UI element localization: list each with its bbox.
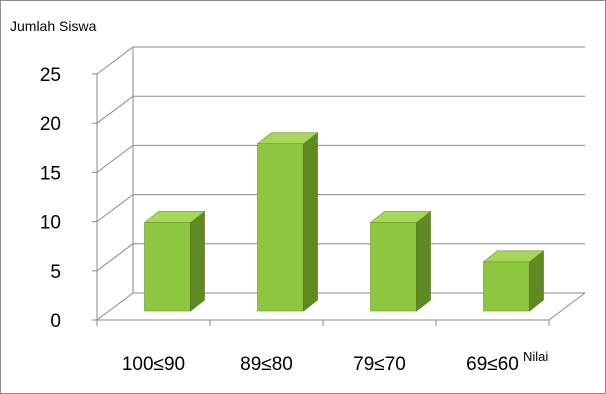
y-tick-label: 5 (50, 262, 61, 283)
y-axis-title: Jumlah Siswa (10, 18, 97, 34)
bar (143, 210, 206, 312)
y-tick-label: 20 (40, 114, 61, 135)
bar-top (369, 211, 432, 223)
bar (482, 250, 545, 312)
bar-side (303, 132, 318, 312)
x-tick-label: 100≤90 (122, 354, 185, 375)
bar-front (257, 143, 304, 312)
bar-front (483, 261, 530, 312)
label-layer: Jumlah Siswa 0 5 10 15 20 25 100≤90 89≤80 79≤70 6… (10, 18, 548, 375)
bar-layer (143, 132, 545, 312)
bar (369, 210, 432, 312)
x-tick-label: 69≤60 (466, 354, 519, 375)
bar-side (416, 210, 431, 312)
x-axis-title: Nilai (523, 349, 548, 364)
x-tick-label: 89≤80 (240, 354, 293, 375)
bar-side (190, 210, 205, 312)
gridline (96, 46, 585, 75)
y-tick-label: 10 (40, 213, 61, 234)
axis-layer (92, 47, 550, 326)
bar-front (144, 222, 191, 312)
floor-edge (548, 292, 586, 321)
bar-top (143, 211, 206, 223)
y-tick-label: 0 (50, 311, 61, 332)
x-tick-label: 79≤70 (353, 354, 406, 375)
y-tick-label: 25 (40, 65, 61, 86)
bar-top (482, 250, 545, 263)
bar-front (370, 222, 417, 312)
bar-top (256, 132, 319, 145)
bar (256, 132, 319, 312)
y-tick-label: 15 (40, 163, 61, 184)
gridline (96, 95, 585, 124)
gridline (96, 144, 585, 173)
